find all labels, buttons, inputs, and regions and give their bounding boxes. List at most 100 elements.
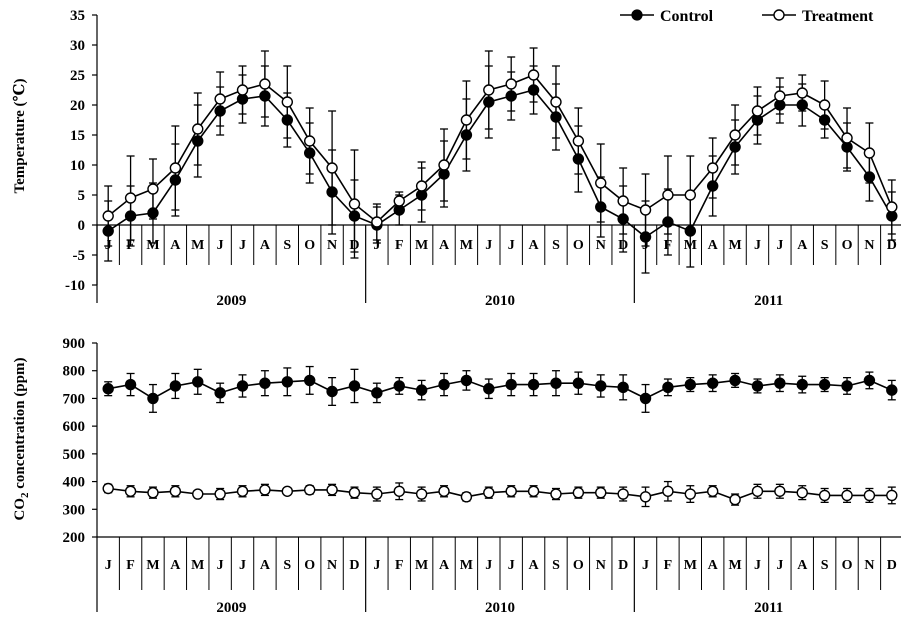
co2-treatment-point bbox=[820, 490, 830, 500]
co2-treatment-point bbox=[551, 489, 561, 499]
co2-treatment-point bbox=[148, 488, 158, 498]
co2-treatment-point bbox=[327, 485, 337, 495]
co2-axis-title-main: CO bbox=[12, 498, 28, 521]
co2-control-point bbox=[573, 378, 583, 388]
co2-month-label: M bbox=[415, 558, 428, 573]
temp-treatment-point bbox=[349, 199, 359, 209]
temp-y-tick-label: 30 bbox=[70, 38, 85, 54]
co2-control-point bbox=[797, 380, 807, 390]
legend-control-label: Control bbox=[660, 8, 714, 25]
co2-month-label: M bbox=[460, 558, 473, 573]
temp-month-label: A bbox=[797, 238, 808, 253]
co2-treatment-point bbox=[193, 489, 203, 499]
temp-month-label: J bbox=[776, 238, 783, 253]
temp-treatment-point bbox=[372, 217, 382, 227]
co2-month-label: S bbox=[821, 558, 829, 573]
co2-month-label: M bbox=[728, 558, 741, 573]
co2-month-label: A bbox=[170, 558, 181, 573]
co2-month-label: A bbox=[439, 558, 450, 573]
co2-treatment-point bbox=[372, 489, 382, 499]
co2-treatment-point bbox=[708, 486, 718, 496]
co2-y-tick-label: 300 bbox=[63, 502, 86, 518]
temp-month-label: A bbox=[260, 238, 271, 253]
co2-y-tick-label: 700 bbox=[63, 391, 86, 407]
temp-treatment-point bbox=[551, 97, 561, 107]
temp-month-label: S bbox=[552, 238, 560, 253]
temp-y-tick-label: 10 bbox=[70, 158, 85, 174]
temp-y-tick-label: -5 bbox=[73, 248, 86, 264]
co2-month-label: D bbox=[887, 558, 897, 573]
co2-control-point bbox=[148, 393, 158, 403]
co2-month-label: O bbox=[573, 558, 584, 573]
co2-treatment-point bbox=[775, 486, 785, 496]
co2-month-label: J bbox=[754, 558, 761, 573]
co2-month-label: J bbox=[239, 558, 246, 573]
co2-control-point bbox=[282, 377, 292, 387]
co2-treatment-point bbox=[887, 490, 897, 500]
co2-treatment-point bbox=[864, 490, 874, 500]
legend-control-marker bbox=[632, 10, 642, 20]
co2-y-tick-label: 900 bbox=[63, 336, 86, 352]
co2-month-label: N bbox=[327, 558, 337, 573]
temp-treatment-point bbox=[148, 184, 158, 194]
co2-month-label: J bbox=[373, 558, 380, 573]
co2-control-point bbox=[170, 381, 180, 391]
co2-month-label: A bbox=[260, 558, 271, 573]
temp-treatment-point bbox=[887, 202, 897, 212]
temp-month-label: J bbox=[508, 238, 515, 253]
co2-control-point bbox=[775, 378, 785, 388]
co2-control-point bbox=[215, 388, 225, 398]
co2-control-point bbox=[596, 381, 606, 391]
temp-treatment-point bbox=[439, 160, 449, 170]
co2-control-point bbox=[394, 381, 404, 391]
co2-treatment-point bbox=[529, 486, 539, 496]
temp-month-label: O bbox=[573, 238, 584, 253]
co2-control-point bbox=[126, 380, 136, 390]
co2-month-label: F bbox=[664, 558, 673, 573]
co2-control-point bbox=[551, 378, 561, 388]
temp-month-label: J bbox=[485, 238, 492, 253]
co2-control-point bbox=[752, 381, 762, 391]
temp-month-label: A bbox=[529, 238, 540, 253]
temp-month-label: O bbox=[842, 238, 853, 253]
temp-treatment-point bbox=[282, 97, 292, 107]
co2-month-label: M bbox=[191, 558, 204, 573]
temperature-axis-title: Temperature (℃) bbox=[12, 78, 28, 193]
co2-y-tick-label: 200 bbox=[63, 530, 86, 546]
co2-month-label: A bbox=[529, 558, 540, 573]
co2-treatment-point bbox=[573, 488, 583, 498]
co2-month-label: J bbox=[508, 558, 515, 573]
co2-month-label: S bbox=[283, 558, 291, 573]
temp-treatment-point bbox=[260, 79, 270, 89]
temp-treatment-point bbox=[820, 100, 830, 110]
co2-control-point bbox=[820, 380, 830, 390]
temp-month-label: A bbox=[708, 238, 719, 253]
co2-control-point bbox=[529, 380, 539, 390]
co2-y-tick-label: 800 bbox=[63, 364, 86, 380]
temp-treatment-point bbox=[641, 205, 651, 215]
co2-month-label: M bbox=[684, 558, 697, 573]
co2-treatment-point bbox=[126, 486, 136, 496]
co2-control-point bbox=[864, 375, 874, 385]
temp-month-label: J bbox=[754, 238, 761, 253]
co2-treatment-point bbox=[439, 486, 449, 496]
temp-y-tick-label: 0 bbox=[78, 218, 86, 234]
co2-month-label: N bbox=[596, 558, 606, 573]
co2-control-point bbox=[103, 384, 113, 394]
co2-control-point bbox=[305, 375, 315, 385]
co2-treatment-point bbox=[730, 495, 740, 505]
co2-month-label: S bbox=[552, 558, 560, 573]
co2-control-point bbox=[349, 381, 359, 391]
co2-year-label: 2011 bbox=[754, 600, 783, 616]
co2-axis-title: CO2 concentration (ppm) bbox=[12, 358, 31, 521]
temp-treatment-point bbox=[842, 133, 852, 143]
co2-month-label: J bbox=[217, 558, 224, 573]
co2-control-point bbox=[260, 378, 270, 388]
co2-month-label: O bbox=[304, 558, 315, 573]
co2-year-label: 2010 bbox=[485, 600, 515, 616]
co2-y-tick-label: 500 bbox=[63, 447, 86, 463]
co2-treatment-point bbox=[461, 492, 471, 502]
co2-control-point bbox=[238, 381, 248, 391]
